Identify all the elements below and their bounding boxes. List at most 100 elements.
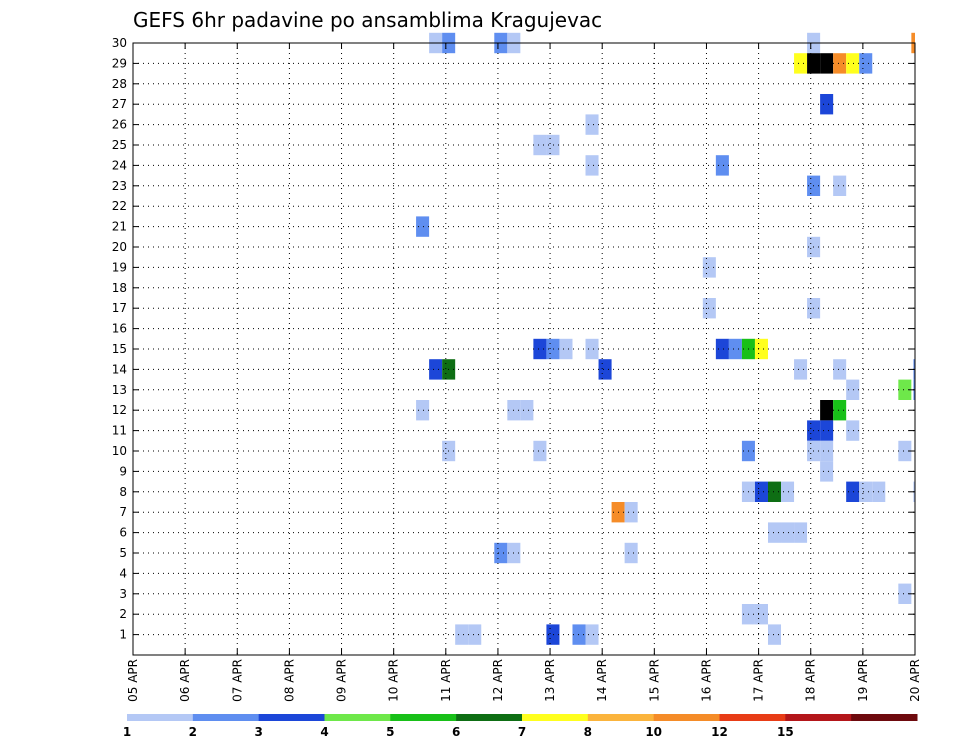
y-tick-label: 24 (112, 158, 127, 172)
x-tick-label: 06 APR (178, 659, 192, 702)
colorbar: 1 2 3 4 5 6 7 8 10 12 15 (123, 714, 918, 739)
heatmap-cell (767, 481, 782, 502)
y-tick-label: 7 (119, 505, 127, 519)
y-tick-label: 30 (112, 36, 127, 50)
heatmap-cell (820, 440, 834, 462)
y-tick-label: 9 (119, 464, 127, 478)
x-tick-label: 11 APR (439, 659, 453, 702)
y-tick-label: 23 (112, 179, 127, 193)
x-tick-label: 16 APR (699, 659, 713, 702)
heatmap-cell (898, 583, 912, 604)
y-tick-label: 27 (112, 97, 127, 111)
heatmap-cell (833, 400, 847, 421)
chart-title: GEFS 6hr padavine po ansamblima Kragujev… (133, 8, 602, 32)
heatmap-cell (585, 155, 599, 176)
heatmap-cell (585, 338, 599, 360)
y-tick-label: 15 (112, 342, 127, 356)
colorbar-segment (719, 714, 786, 721)
y-tick-label: 16 (112, 322, 127, 336)
heatmap-cell (898, 379, 912, 400)
colorbar-segment (258, 714, 325, 721)
x-axis: 05 APR 06 APR 07 APR 08 APR 09 APR 10 APR 11 A… (126, 43, 922, 702)
heatmap-cell (754, 604, 768, 625)
y-tick-label: 3 (119, 587, 127, 601)
y-tick-label: 4 (119, 566, 127, 580)
y-tick-label: 19 (112, 260, 127, 274)
heatmap-cell (820, 420, 834, 441)
heatmap-cell (846, 481, 860, 502)
colorbar-segment (390, 714, 457, 721)
y-tick-label: 26 (112, 118, 127, 132)
colorbar-segment (127, 714, 194, 721)
colorbar-label: 7 (518, 725, 526, 739)
heatmap-cell (820, 461, 834, 482)
x-tick-label: 17 APR (752, 659, 766, 702)
heatmap-cell (559, 338, 573, 360)
heatmap-cell (781, 481, 795, 502)
x-tick-label: 12 APR (491, 659, 505, 702)
colorbar-label: 6 (452, 725, 460, 739)
y-tick-label: 14 (112, 362, 127, 376)
heatmap-cell (754, 481, 768, 502)
x-tick-label: 07 APR (230, 659, 244, 702)
y-tick-label: 10 (112, 444, 127, 458)
colorbar-label: 2 (189, 725, 197, 739)
y-tick-label: 8 (119, 485, 127, 499)
heatmap-cell (794, 522, 808, 543)
heatmap-cell (859, 481, 873, 502)
y-tick-label: 29 (112, 56, 127, 70)
colorbar-segment (785, 714, 852, 721)
heatmap-cell (702, 257, 716, 278)
heatmap-cell (754, 338, 768, 360)
heatmap-cell (533, 440, 547, 462)
y-tick-label: 12 (112, 403, 127, 417)
heatmap-cell (546, 134, 560, 156)
colorbar-segment (192, 714, 260, 721)
colorbar-label: 5 (386, 725, 394, 739)
y-tick-label: 28 (112, 77, 127, 91)
colorbar-label: 12 (711, 725, 728, 739)
heatmap-cell (416, 400, 430, 421)
heatmap-cell (728, 338, 742, 360)
heatmap-cell (572, 624, 586, 645)
heatmap-cell (794, 53, 808, 74)
heatmap-cell (585, 624, 599, 645)
colorbar-label: 4 (320, 725, 328, 739)
heatmap-cell (715, 155, 729, 176)
heatmap-cell (794, 359, 808, 380)
x-tick-label: 14 APR (595, 659, 609, 702)
x-tick-label: 18 APR (804, 659, 818, 702)
grid-lines (133, 43, 915, 655)
heatmap-cell (585, 114, 599, 135)
heatmap-cell (416, 216, 430, 237)
heatmap-cell (624, 542, 638, 564)
heatmap-cell (520, 400, 534, 421)
heatmap-cell (820, 94, 834, 115)
heatmap-cell (833, 359, 847, 380)
colorbar-label: 8 (584, 725, 592, 739)
heatmap-cell (767, 624, 782, 645)
colorbar-segment (456, 714, 523, 721)
x-tick-label: 09 APR (335, 659, 349, 702)
heatmap-cell (546, 624, 560, 645)
x-tick-label: 10 APR (387, 659, 401, 702)
y-tick-label: 11 (112, 424, 127, 438)
heatmap-cell (533, 134, 547, 156)
heatmap-cell (715, 338, 729, 360)
heatmap-cell (533, 338, 547, 360)
colorbar-label: 1 (123, 725, 131, 739)
heatmap-cell (468, 624, 482, 645)
y-tick-label: 5 (119, 546, 127, 560)
y-tick-label: 18 (112, 281, 127, 295)
heatmap-cell (846, 420, 860, 441)
heatmap-cell (767, 522, 782, 543)
colorbar-segment (851, 714, 918, 721)
y-tick-label: 25 (112, 138, 127, 152)
heatmap-cell (846, 53, 860, 74)
y-tick-label: 2 (119, 607, 127, 621)
y-tick-label: 6 (119, 526, 127, 540)
y-tick-label: 22 (112, 199, 127, 213)
colorbar-label: 15 (777, 725, 794, 739)
colorbar-segment (522, 714, 589, 721)
